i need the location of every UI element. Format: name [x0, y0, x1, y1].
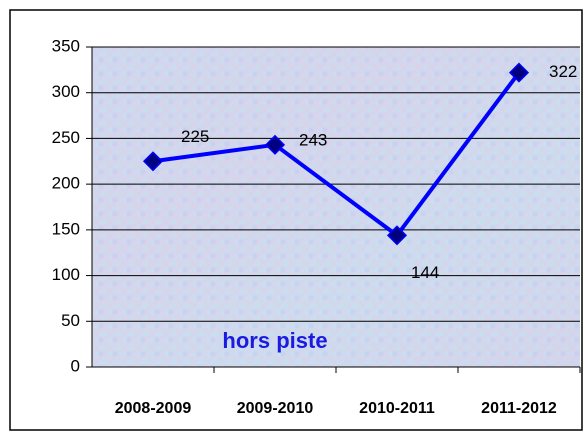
y-tick-label: 350	[52, 36, 80, 55]
x-tick-label: 2011-2012	[481, 400, 557, 417]
marker	[142, 151, 164, 172]
marker	[386, 225, 408, 246]
x-tick-label: 2009-2010	[237, 400, 314, 417]
y-tick-label: 0	[71, 356, 80, 375]
y-tick-label: 200	[52, 174, 80, 193]
data-label: 144	[411, 263, 439, 282]
y-tick-label: 150	[52, 219, 80, 238]
annotation: hors piste	[222, 328, 327, 353]
marker	[508, 62, 530, 83]
y-tick-label: 250	[52, 128, 80, 147]
data-label: 243	[299, 130, 327, 149]
plot-texture	[92, 47, 580, 367]
line	[152, 71, 521, 238]
x-tick-label: 2010-2011	[359, 400, 435, 417]
x-tick-label: 2008-2009	[115, 400, 192, 417]
y-tick-label: 50	[61, 311, 80, 330]
data-label: 225	[181, 127, 209, 146]
y-tick-label: 300	[52, 82, 80, 101]
marker	[264, 134, 286, 155]
y-tick-label: 100	[52, 265, 80, 284]
data-label: 322	[549, 62, 577, 81]
